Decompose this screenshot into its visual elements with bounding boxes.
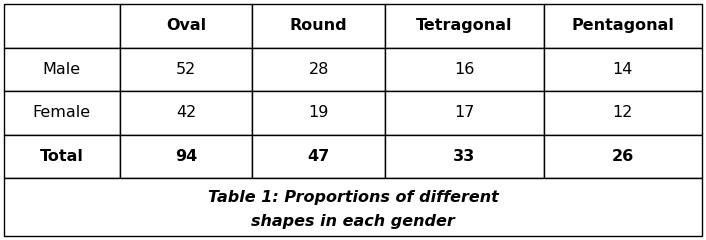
Text: 94: 94 (175, 149, 197, 164)
Text: Oval: Oval (166, 18, 206, 33)
Bar (4, 178, 702, 236)
Text: 26: 26 (611, 149, 634, 164)
Text: Round: Round (290, 18, 347, 33)
Text: 19: 19 (309, 105, 329, 120)
Bar (385, 134, 544, 178)
Bar (119, 91, 252, 134)
Text: 52: 52 (176, 62, 196, 77)
Bar (544, 91, 702, 134)
Text: shapes in each gender: shapes in each gender (251, 214, 455, 229)
Text: 47: 47 (308, 149, 330, 164)
Text: Table 1: Proportions of different: Table 1: Proportions of different (208, 190, 498, 205)
Bar (119, 4, 252, 48)
Bar (119, 48, 252, 91)
Bar (252, 4, 385, 48)
Bar (385, 4, 544, 48)
Bar (4, 134, 119, 178)
Bar (252, 48, 385, 91)
Text: Tetragonal: Tetragonal (416, 18, 513, 33)
Text: 33: 33 (453, 149, 475, 164)
Bar (4, 91, 119, 134)
Text: 28: 28 (309, 62, 329, 77)
Text: Male: Male (43, 62, 81, 77)
Text: 42: 42 (176, 105, 196, 120)
Bar (544, 4, 702, 48)
Bar (4, 48, 119, 91)
Bar (252, 134, 385, 178)
Bar (385, 91, 544, 134)
Text: 12: 12 (613, 105, 633, 120)
Bar (544, 134, 702, 178)
Bar (4, 4, 119, 48)
Text: Female: Female (32, 105, 91, 120)
Text: 16: 16 (454, 62, 474, 77)
Bar (252, 91, 385, 134)
Text: 17: 17 (454, 105, 474, 120)
Bar (544, 48, 702, 91)
Text: Pentagonal: Pentagonal (571, 18, 674, 33)
Text: Total: Total (40, 149, 84, 164)
Text: 14: 14 (613, 62, 633, 77)
Bar (385, 48, 544, 91)
Bar (119, 134, 252, 178)
